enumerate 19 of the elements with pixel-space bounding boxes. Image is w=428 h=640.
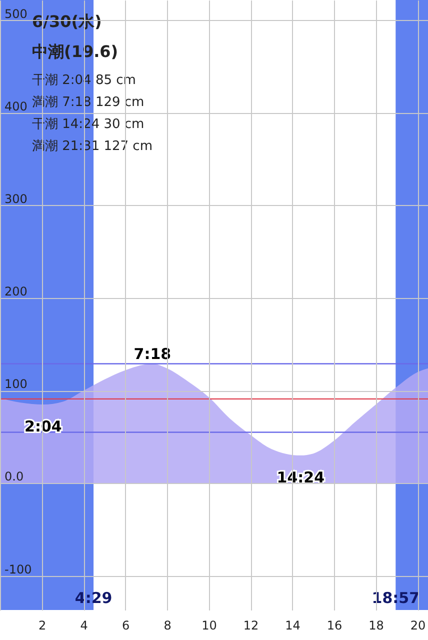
y-tick-label: 400 (4, 99, 28, 114)
x-tick-label: 6 (122, 618, 130, 632)
x-tick-label: 10 (202, 618, 217, 632)
x-tick-label: 12 (243, 618, 259, 632)
x-tick-label: 4 (80, 618, 88, 632)
x-tick-label: 18 (368, 618, 384, 632)
y-tick-label: 500 (4, 6, 28, 21)
y-tick-label: 200 (4, 284, 28, 299)
y-tick-label: -100 (4, 562, 32, 576)
x-tick-label: 2 (38, 618, 46, 632)
y-tick-label: 300 (4, 192, 28, 206)
x-tick-label: 14 (285, 618, 300, 632)
x-tick-label: 8 (164, 618, 172, 632)
annotation: 14:24 (276, 468, 325, 486)
x-tick-label: 20 (410, 618, 426, 632)
y-tick-label: 100 (4, 377, 28, 392)
x-tick-label: 16 (326, 618, 342, 632)
annotation: 2:04 (24, 418, 62, 436)
y-tick-label: 0.0 (4, 470, 24, 484)
